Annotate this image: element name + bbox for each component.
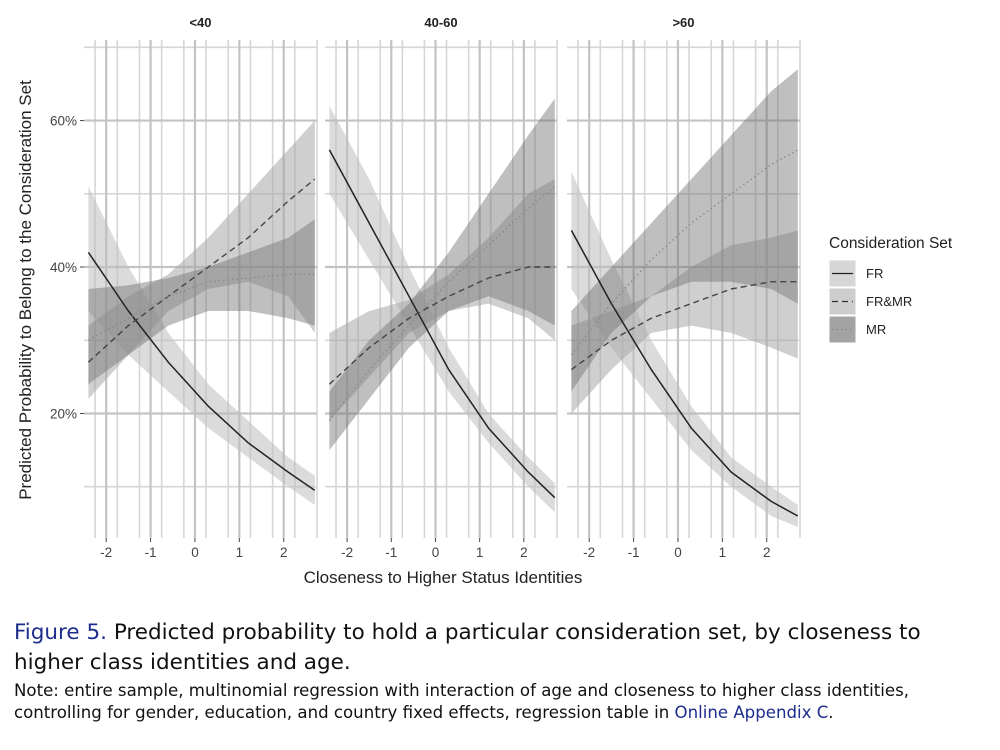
note-end: . bbox=[828, 703, 834, 722]
x-tick-label: 0 bbox=[432, 545, 440, 560]
panel-1: <40 -2 -1 0 1 2 20% 40% 60% bbox=[50, 15, 318, 560]
x-tick-label: -2 bbox=[100, 545, 112, 560]
legend-label-mr: MR bbox=[866, 322, 886, 337]
y-tick-label: 20% bbox=[50, 407, 77, 422]
series-line-fr bbox=[328, 149, 556, 499]
figure-caption: Figure 5. Predicted probability to hold … bbox=[14, 618, 986, 724]
panel-title: 40-60 bbox=[424, 15, 457, 30]
y-tick-label: 60% bbox=[50, 114, 77, 129]
ribbon-fr-mr bbox=[571, 230, 798, 414]
legend-item-mr: MR bbox=[828, 315, 886, 344]
note-text: Note: entire sample, multinomial regress… bbox=[14, 681, 910, 722]
x-axis-label: Closeness to Higher Status Identities bbox=[304, 568, 583, 587]
caption-title: Figure 5. Predicted probability to hold … bbox=[14, 618, 986, 678]
series-line-fr-mr bbox=[570, 281, 798, 371]
x-tick-label: -1 bbox=[145, 545, 157, 560]
panel-3: >60 -2 -1 0 1 2 bbox=[567, 15, 801, 560]
x-tick-label: 1 bbox=[719, 545, 727, 560]
legend-label-fr: FR bbox=[866, 266, 883, 281]
x-tick-label: 0 bbox=[191, 545, 199, 560]
y-tick-label: 40% bbox=[50, 260, 77, 275]
x-tick-label: -1 bbox=[385, 545, 397, 560]
series-line-fr bbox=[570, 230, 799, 517]
caption-title-text: Predicted probability to hold a particul… bbox=[14, 620, 921, 675]
legend-label-fr-mr: FR&MR bbox=[866, 294, 912, 309]
series-line-fr-mr bbox=[328, 266, 555, 385]
caption-note: Note: entire sample, multinomial regress… bbox=[14, 680, 986, 724]
legend: Consideration Set FR FR&MR MR bbox=[828, 235, 953, 344]
x-tick-label: 2 bbox=[520, 545, 528, 560]
series-line-fr-mr bbox=[87, 178, 316, 363]
appendix-link[interactable]: Online Appendix C bbox=[674, 703, 829, 722]
panel-2: 40-60 -2 -1 0 1 2 bbox=[325, 15, 558, 560]
x-tick-label: 2 bbox=[763, 545, 771, 560]
x-tick-label: 2 bbox=[280, 545, 288, 560]
figure-number: Figure 5. bbox=[14, 620, 107, 645]
x-tick-label: -1 bbox=[628, 545, 640, 560]
ribbon-mr bbox=[329, 98, 555, 451]
ribbon-fr bbox=[329, 105, 555, 513]
x-tick-label: -2 bbox=[341, 545, 353, 560]
panels-layer: <40 -2 -1 0 1 2 20% 40% 60% 40-60 -2 -1 0 1 2 >60 -2 -1 0 1… bbox=[50, 15, 801, 560]
panel-title: >60 bbox=[672, 15, 694, 30]
x-tick-label: 0 bbox=[674, 545, 682, 560]
x-tick-label: 1 bbox=[476, 545, 484, 560]
x-tick-label: -2 bbox=[583, 545, 595, 560]
legend-item-fr: FR bbox=[828, 259, 883, 288]
legend-title: Consideration Set bbox=[829, 235, 953, 252]
series-line-mr bbox=[88, 273, 315, 341]
ribbon-mr bbox=[88, 219, 315, 385]
panel-title: <40 bbox=[189, 15, 211, 30]
legend-item-fr-mr: FR&MR bbox=[828, 287, 912, 316]
ribbon-fr-mr bbox=[88, 120, 315, 399]
x-tick-label: 1 bbox=[236, 545, 244, 560]
series-line-fr bbox=[87, 251, 316, 492]
y-axis-label: Predicted Probability to Belong to the C… bbox=[16, 80, 35, 500]
faceted-line-chart: <40 -2 -1 0 1 2 20% 40% 60% 40-60 -2 -1 0 1 2 >60 -2 -1 0 1… bbox=[16, 15, 953, 587]
ribbon-mr bbox=[571, 69, 798, 392]
